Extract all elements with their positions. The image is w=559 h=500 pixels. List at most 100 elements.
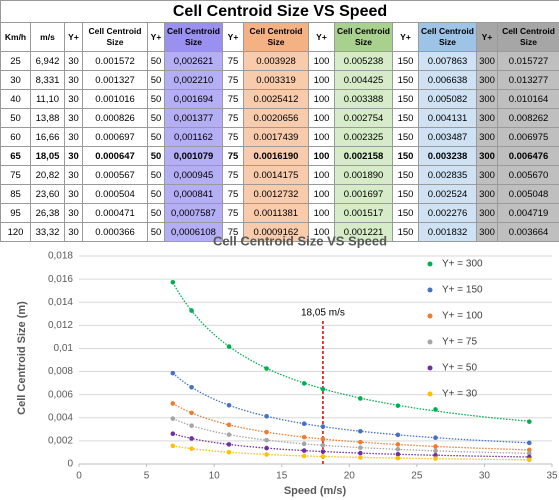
table-cell: 75 bbox=[222, 70, 244, 90]
table-cell: 13,88 bbox=[30, 108, 65, 128]
data-point bbox=[189, 423, 194, 428]
data-point bbox=[264, 413, 269, 419]
table-cell: 300 bbox=[476, 51, 498, 71]
x-tick-label: 35 bbox=[546, 471, 558, 482]
table-cell: 50 bbox=[147, 146, 165, 166]
table-cell: 0.005082 bbox=[418, 89, 477, 109]
table-cell: 100 bbox=[308, 127, 335, 147]
data-point bbox=[395, 455, 401, 461]
table-cell: 0.0011381 bbox=[243, 203, 309, 223]
table-cell: 0.0012732 bbox=[243, 184, 309, 204]
x-tick-label: 5 bbox=[144, 471, 150, 482]
table-cell: 50 bbox=[147, 89, 165, 109]
legend-marker bbox=[427, 261, 433, 267]
table-cell: 0.003487 bbox=[418, 127, 477, 147]
data-point bbox=[264, 366, 269, 371]
table-row: 120 33,32 30 0.000366 50 0,0006108 75 0.0009162… bbox=[0, 222, 559, 242]
table-cell: 50 bbox=[147, 165, 165, 185]
table-cell: 0.0009162 bbox=[243, 222, 309, 242]
y-tick-label: 0,012 bbox=[48, 320, 73, 331]
legend-label: Y+ = 100 bbox=[442, 311, 483, 322]
table-cell: 0.001327 bbox=[82, 70, 148, 90]
data-point bbox=[526, 419, 532, 424]
table-cell: 0.002276 bbox=[418, 203, 477, 223]
table-cell: 50 bbox=[147, 70, 165, 90]
table-cell: 0.015727 bbox=[496, 51, 559, 71]
trendline bbox=[172, 402, 530, 451]
table-cell: 0.005670 bbox=[496, 165, 559, 185]
data-point bbox=[526, 457, 532, 463]
data-point bbox=[170, 416, 176, 421]
table-cell: 0.001832 bbox=[418, 222, 477, 242]
table-cell: 0,002210 bbox=[164, 70, 223, 90]
table-cell: Y+ bbox=[308, 22, 335, 52]
data-point bbox=[320, 386, 326, 392]
table-cell: 0.000567 bbox=[82, 165, 148, 185]
data-point bbox=[170, 401, 176, 406]
table-row: 95 26,38 30 0.000471 50 0,0007587 75 0.0011381 1… bbox=[0, 203, 559, 223]
table-cell: 0,000945 bbox=[164, 165, 223, 185]
table-cell: 0,0007587 bbox=[164, 203, 223, 223]
table-cell: 0.000471 bbox=[82, 203, 148, 223]
data-point bbox=[301, 453, 307, 459]
table-cell: 150 bbox=[392, 108, 419, 128]
legend-marker bbox=[427, 287, 433, 293]
table-cell: 0,002621 bbox=[164, 51, 223, 71]
table-cell: 100 bbox=[308, 51, 335, 71]
table-cell: m/s bbox=[30, 22, 65, 52]
data-point bbox=[226, 402, 232, 408]
table-cell: 0.005048 bbox=[496, 184, 559, 204]
table-row: 85 23,60 30 0.000504 50 0,000841 75 0.0012732 10… bbox=[0, 184, 559, 204]
data-point bbox=[395, 442, 401, 447]
table-row: 65 18,05 30 0.000647 50 0,001079 75 0.0016190 10… bbox=[0, 146, 559, 166]
table-cell: 50 bbox=[147, 108, 165, 128]
data-point bbox=[358, 439, 363, 445]
data-point bbox=[526, 440, 532, 446]
table-cell: 0.003664 bbox=[496, 222, 559, 242]
table-cell: 0.007863 bbox=[418, 51, 477, 71]
data-point bbox=[170, 279, 176, 285]
data-point bbox=[264, 429, 269, 435]
table-cell: 0.0014175 bbox=[243, 165, 309, 185]
table-cell: 0.000826 bbox=[82, 108, 148, 128]
table-cell: 0.002325 bbox=[334, 127, 393, 147]
data-point bbox=[170, 431, 176, 437]
table-cell: 150 bbox=[392, 146, 419, 166]
table-cell: 40 bbox=[0, 89, 31, 109]
table-cell: 75 bbox=[222, 89, 244, 109]
table-cell: 100 bbox=[308, 89, 335, 109]
y-tick-label: 0,016 bbox=[48, 274, 73, 285]
y-tick-label: 0,01 bbox=[54, 343, 74, 354]
table-cell: 75 bbox=[222, 203, 244, 223]
table-cell: 300 bbox=[476, 108, 498, 128]
table-cell: 150 bbox=[392, 184, 419, 204]
table-cell: 0,001377 bbox=[164, 108, 223, 128]
table-cell: 300 bbox=[476, 184, 498, 204]
table-cell: 0,001162 bbox=[164, 127, 223, 147]
table-cell: Cell Centroid Size bbox=[334, 22, 393, 52]
table-cell: 0.006975 bbox=[496, 127, 559, 147]
table-cell: Cell Centroid Size bbox=[418, 22, 477, 52]
table-cell: 30 bbox=[64, 108, 83, 128]
table-cell: 75 bbox=[222, 51, 244, 71]
table-cell: 0.0020656 bbox=[243, 108, 309, 128]
table-cell: 30 bbox=[64, 146, 83, 166]
trendline bbox=[172, 433, 530, 458]
table-cell: 100 bbox=[308, 108, 335, 128]
table-cell: 100 bbox=[308, 165, 335, 185]
table-cell: 6,942 bbox=[30, 51, 65, 71]
table-cell: 20,82 bbox=[30, 165, 65, 185]
table-cell: 0.013277 bbox=[496, 70, 559, 90]
table-cell: Km/h bbox=[0, 22, 31, 52]
table-cell: 0.003928 bbox=[243, 51, 309, 71]
table-cell: 0.001016 bbox=[82, 89, 148, 109]
table-cell: 0.005238 bbox=[334, 51, 393, 71]
table-cell: 300 bbox=[476, 165, 498, 185]
trendline bbox=[172, 445, 530, 461]
data-point bbox=[395, 432, 401, 438]
table-cell: 100 bbox=[308, 184, 335, 204]
table-cell: 100 bbox=[308, 70, 335, 90]
table-title: Cell Centroid Size VS Speed bbox=[0, 0, 559, 23]
trendline bbox=[172, 282, 530, 422]
data-point bbox=[395, 446, 401, 452]
